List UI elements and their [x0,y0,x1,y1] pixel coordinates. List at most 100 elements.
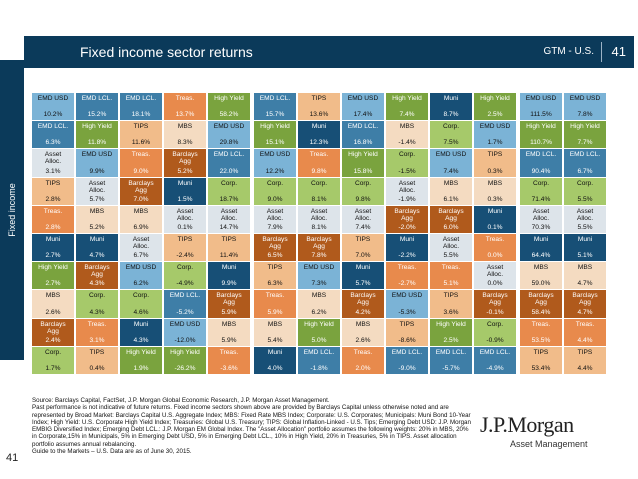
cell-return-value: 12.2% [265,167,285,175]
table-cell: MBS 6.1% [430,177,472,205]
cell-sector-label: Barclays Agg [262,236,288,250]
table-cell: EMD LCL. -5.7% [430,346,472,374]
cell-sector-label: Muni [399,236,415,243]
table-cell: Barclays Agg 5.2% [164,149,206,177]
cell-sector-label: High Yield [526,123,556,131]
sidebar-band [0,60,24,360]
cell-sector-label: EMD USD [81,151,113,159]
table-cell: Corp. 9.8% [342,177,384,205]
cell-return-value: 5.9% [221,336,237,344]
cell-return-value: 1.7% [45,364,61,372]
table-cell: EMD USD -5.3% [386,290,428,318]
table-cell: Corp. 4.6% [120,290,162,318]
table-cell: Barclays Agg 2.4% [32,318,74,346]
cell-return-value: 5.5% [443,252,459,260]
cell-return-value: 0.0% [487,252,503,260]
table-cell: Asset Alloc. 0.1% [164,205,206,233]
cell-sector-label: EMD USD [569,95,601,102]
table-cell: MBS 6.9% [120,205,162,233]
table-cell: Barclays Agg 6.0% [430,205,472,233]
table-cell: Muni 4.3% [120,318,162,346]
cell-return-value: 5.7% [89,195,105,203]
cell-return-value: 5.2% [89,223,105,231]
cell-return-value: 111.5% [530,111,552,119]
cell-sector-label: MBS [133,207,149,215]
cell-return-value: 15.1% [265,139,285,147]
table-cell: High Yield 1.9% [120,346,162,374]
cell-sector-label: MBS [487,179,503,187]
table-cell: Corp. 1.7% [32,346,74,374]
cell-sector-label: EMD USD [169,320,201,328]
cell-return-value: -4.9% [176,280,194,288]
table-cell: Treas. 53.5% [520,318,562,346]
table-cell: Treas. 9.0% [120,149,162,177]
page-number: 41 [611,44,626,59]
cell-return-value: 5.7% [355,280,371,288]
cell-sector-label: Corp. [310,179,328,187]
cell-sector-label: EMD LCL. [125,95,157,102]
cell-return-value: -2.2% [398,252,416,260]
cell-sector-label: Treas. [265,292,285,300]
table-cell: TIPS -8.6% [386,318,428,346]
cell-sector-label: Treas. [219,348,239,356]
cell-sector-label: MBS [267,320,283,328]
cell-return-value: 7.0% [133,195,149,203]
cell-return-value: -5.7% [442,364,460,372]
cell-return-value: 1.5% [177,195,193,203]
table-cell: Muni 8.7% [430,93,472,121]
cell-sector-label: Barclays Agg [482,292,508,307]
cell-sector-label: EMD USD [347,95,379,102]
cell-return-value: 53.4% [531,364,551,372]
cell-sector-label: EMD LCL. [391,348,423,356]
cell-sector-label: EMD LCL. [525,151,557,159]
table-cell: Corp. -0.9% [474,318,516,346]
cell-return-value: 59.0% [531,280,551,288]
table-cell: EMD LCL. 15.2% [76,93,118,121]
cell-sector-label: Barclays Agg [350,292,376,307]
cell-sector-label: Muni [267,348,283,356]
table-cell: Asset Alloc. 5.5% [564,205,606,233]
page-tag: GTM - U.S. [543,46,594,57]
cell-return-value: 6.3% [267,280,283,288]
cell-sector-label: High Yield [348,151,378,159]
cell-sector-label: Treas. [575,320,595,328]
table-cell: MBS -1.4% [386,121,428,149]
cell-return-value: 15.8% [353,167,373,175]
cell-return-value: 8.3% [177,139,193,147]
cell-return-value: 0.1% [487,223,503,231]
cell-return-value: 4.3% [89,280,105,288]
table-cell: Barclays Agg 7.0% [120,177,162,205]
cell-sector-label: TIPS [89,348,105,356]
cell-return-value: -2.7% [398,280,416,288]
cell-sector-label: Treas. [87,320,107,328]
cell-sector-label: Asset Alloc. [576,207,594,222]
cell-sector-label: Treas. [175,95,195,102]
cell-return-value: -0.9% [486,336,504,344]
footnote: Source: Barclays Capital, FactSet, J.P. … [32,397,472,455]
table-cell: Corp. 18.7% [208,177,250,205]
cell-return-value: 2.8% [45,195,61,203]
cell-return-value: 6.1% [443,195,459,203]
cell-sector-label: Muni [177,179,193,187]
cell-sector-label: Barclays Agg [128,179,154,194]
cell-return-value: -1.5% [398,167,416,175]
cell-return-value: -1.8% [310,364,328,372]
table-cell: High Yield 2.5% [474,93,516,121]
table-cell: Barclays Agg -2.0% [386,205,428,233]
cell-return-value: 6.9% [133,223,149,231]
cell-return-value: 58.4% [531,308,551,316]
table-cell: Asset Alloc. 0.0% [474,262,516,290]
table-cell: EMD USD -12.0% [164,318,206,346]
table-cell: EMD USD 7.3% [298,262,340,290]
cell-return-value: 9.9% [221,280,237,288]
table-cell: Barclays Agg 4.3% [76,262,118,290]
table-cell: High Yield 15.8% [342,149,384,177]
cell-sector-label: TIPS [533,348,549,356]
cell-sector-label: Muni [221,264,237,272]
cell-return-value: 8.1% [311,195,327,203]
cell-return-value: 2.8% [45,223,61,231]
table-cell: Barclays Agg 58.4% [520,290,562,318]
table-cell: EMD USD 10.2% [32,93,74,121]
header-bar: Fixed income sector returns GTM - U.S. 4… [24,36,634,68]
cell-sector-label: Corp. [266,179,284,187]
